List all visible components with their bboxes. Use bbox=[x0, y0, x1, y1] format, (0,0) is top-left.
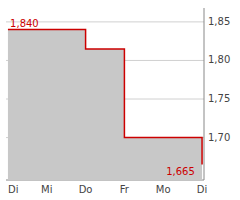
x-tick-label: Mo bbox=[156, 184, 171, 195]
x-tick-label: Fr bbox=[120, 184, 130, 195]
y-tick-label: 1,80 bbox=[208, 54, 230, 65]
x-tick-label: Do bbox=[79, 184, 93, 195]
x-tick-label: Di bbox=[197, 184, 207, 195]
step-line bbox=[8, 30, 202, 165]
y-tick-label: 1,70 bbox=[208, 132, 230, 143]
annotation: 1,840 bbox=[10, 18, 39, 29]
annotation: 1,665 bbox=[166, 166, 195, 177]
chart: 1,70 1,75 1,80 1,85 Di Mi Do Fr Mo Di 1,840 1,665 bbox=[0, 0, 240, 200]
x-tick-label: Di bbox=[8, 184, 18, 195]
y-tick-label: 1,75 bbox=[208, 93, 230, 104]
y-tick-label: 1,85 bbox=[208, 16, 230, 27]
x-tick-label: Mi bbox=[41, 184, 52, 195]
step-area bbox=[8, 30, 202, 180]
plot-area bbox=[8, 30, 202, 180]
y-axis-line bbox=[204, 8, 205, 180]
